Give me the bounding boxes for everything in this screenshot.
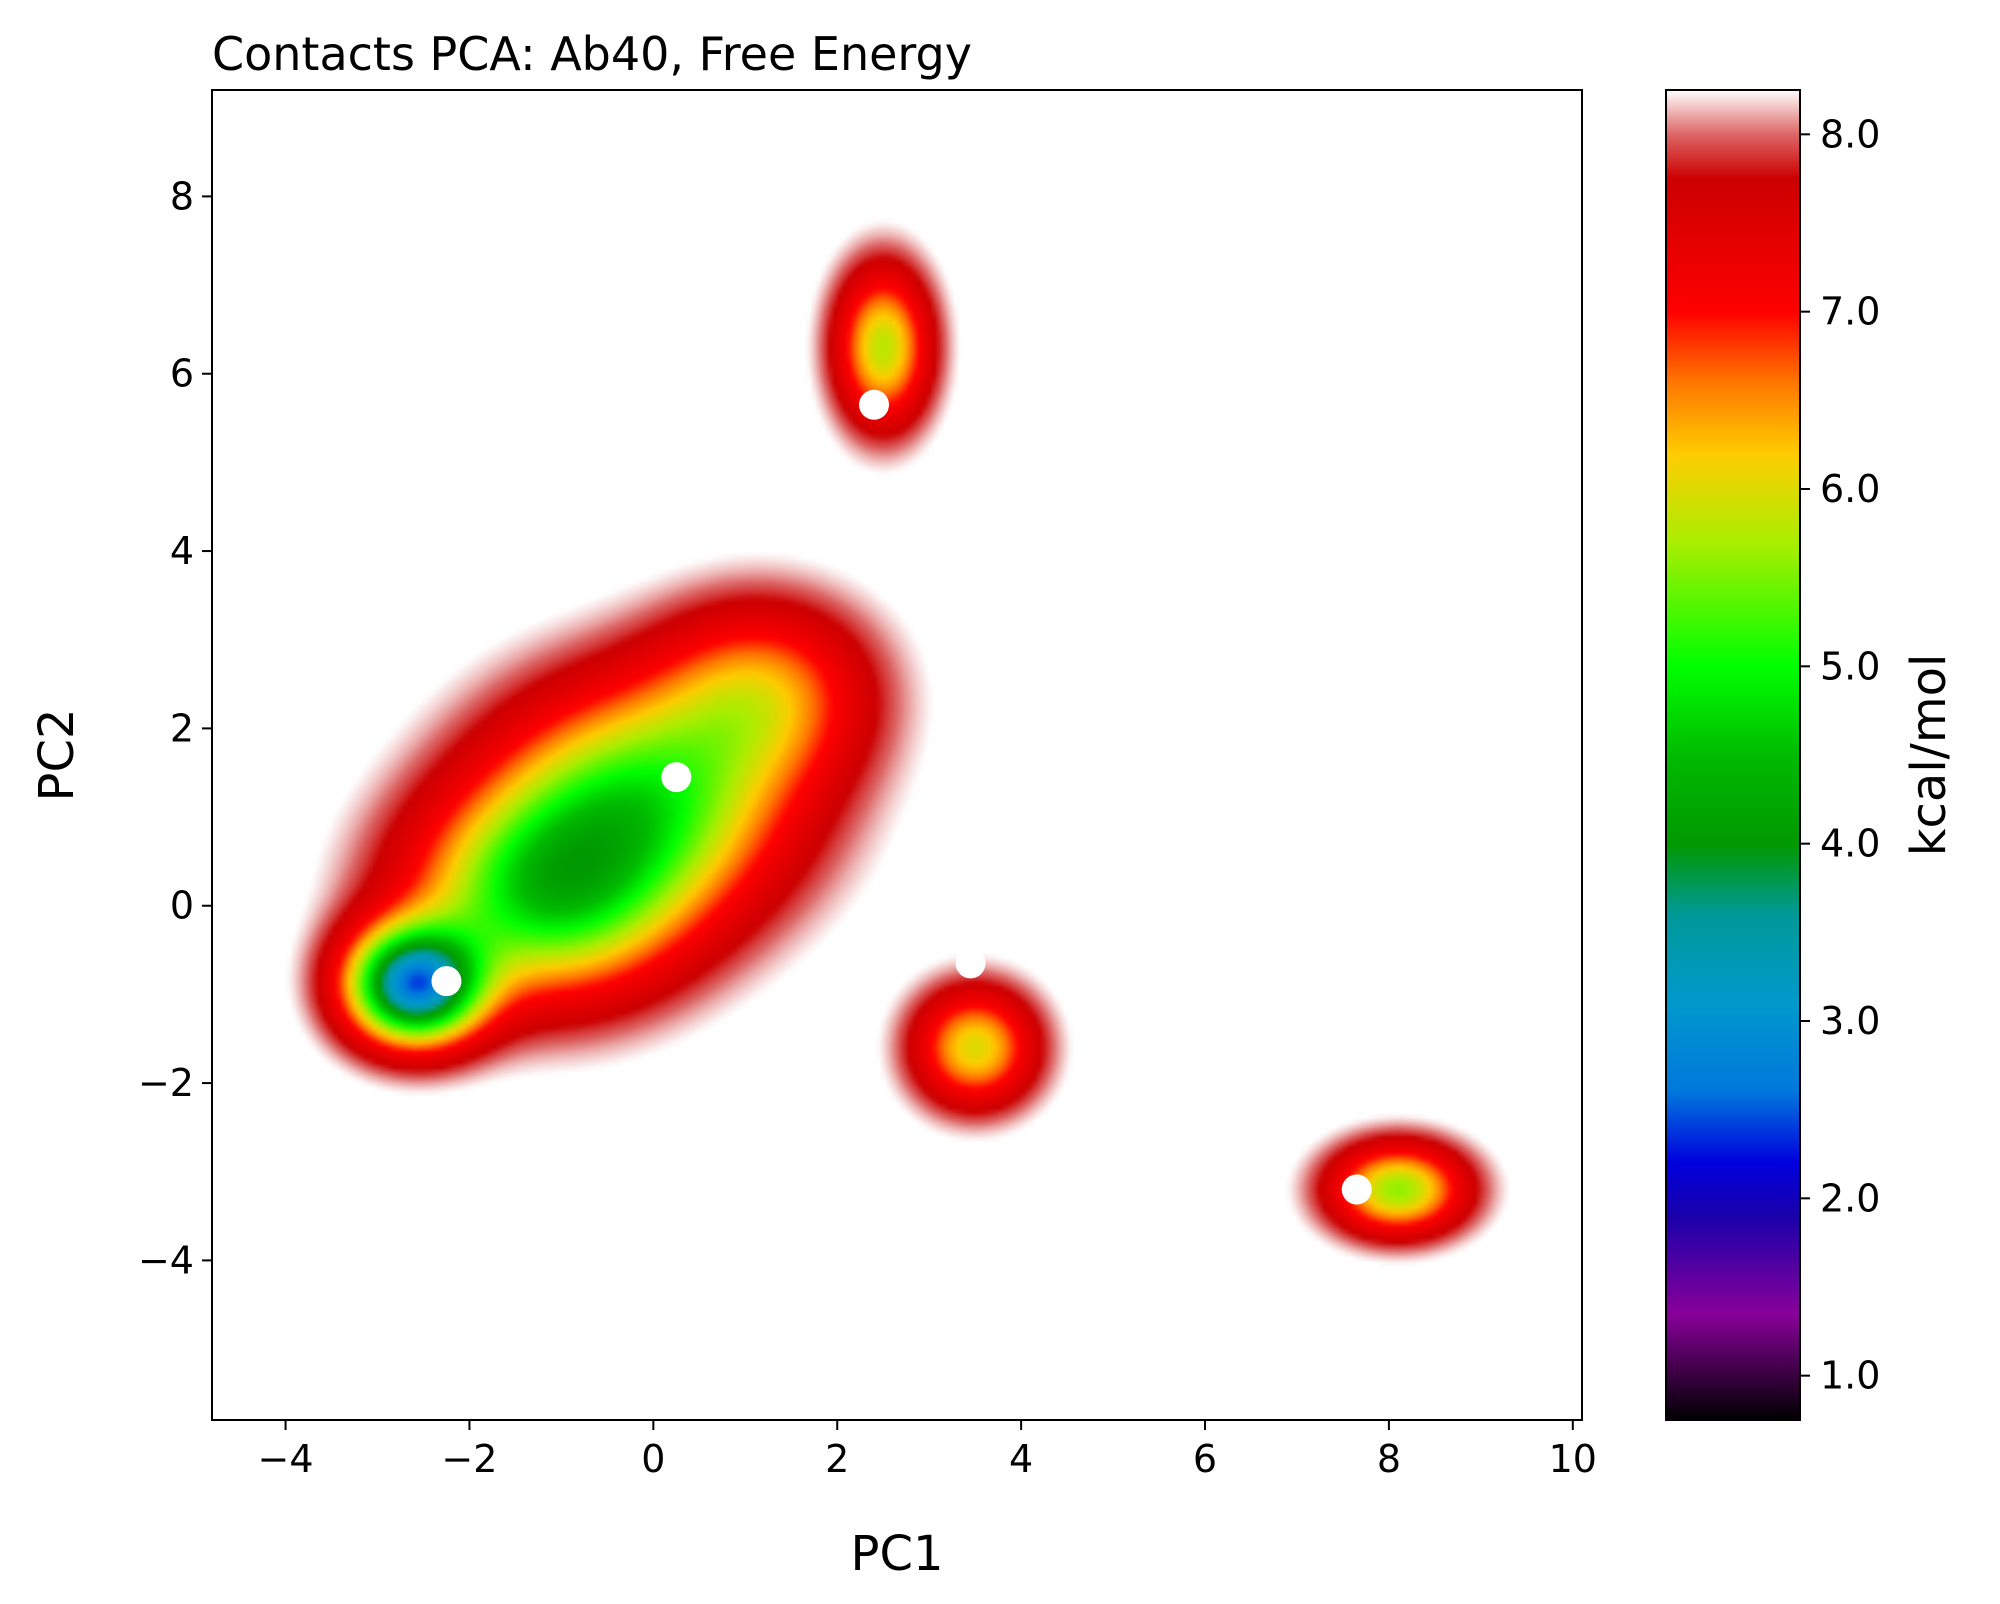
colorbar-gradient (1665, 89, 1801, 1421)
y-axis-label: PC2 (29, 709, 85, 802)
minimum-point (431, 966, 462, 997)
y-tick-label: 0 (170, 884, 194, 928)
y-tick-label: 2 (170, 706, 194, 750)
colorbar-tick-label: 2.0 (1820, 1176, 1880, 1220)
colorbar-tick-label: 7.0 (1820, 290, 1880, 334)
y-tick-label: 8 (170, 174, 194, 218)
minimum-point (859, 389, 890, 420)
chart-title: Contacts PCA: Ab40, Free Energy (212, 27, 972, 81)
y-tick-label: 6 (170, 352, 194, 396)
x-tick-label: 8 (1377, 1437, 1401, 1481)
colorbar-tick-label: 4.0 (1820, 822, 1880, 866)
colorbar-tick-label: 6.0 (1820, 467, 1880, 511)
colorbar-tick-label: 1.0 (1820, 1354, 1880, 1398)
minimum-point (661, 762, 692, 793)
colorbar-tick-label: 8.0 (1820, 112, 1880, 156)
x-axis: −4 −2 0 2 4 6 8 10 (258, 1420, 1597, 1481)
free-energy-heatmap (212, 90, 1582, 1420)
plot-frame (211, 89, 1583, 1421)
x-tick-label: 4 (1009, 1437, 1033, 1481)
x-tick-label: 10 (1549, 1437, 1597, 1481)
plot-area (211, 89, 1583, 1421)
colorbar-tick-label: 5.0 (1820, 644, 1880, 688)
minima-points (431, 389, 1372, 1205)
y-tick-label: −4 (138, 1238, 194, 1282)
y-tick-label: 4 (170, 529, 194, 573)
colorbar-label: kcal/mol (1901, 654, 1957, 857)
minimum-point (955, 948, 986, 979)
x-tick-label: 2 (825, 1437, 849, 1481)
colorbar-ticks: 1.0 2.0 3.0 4.0 5.0 6.0 7.0 8.0 (1800, 112, 1880, 1398)
x-tick-label: −4 (258, 1437, 314, 1481)
colorbar: 1.0 2.0 3.0 4.0 5.0 6.0 7.0 8.0 kcal/mol (1665, 89, 1957, 1421)
y-tick-label: −2 (138, 1061, 194, 1105)
x-tick-label: 0 (641, 1437, 665, 1481)
minimum-point (1341, 1174, 1372, 1205)
y-axis: −4 −2 0 2 4 6 8 (138, 174, 212, 1282)
x-tick-label: 6 (1193, 1437, 1217, 1481)
colorbar-tick-label: 3.0 (1820, 999, 1880, 1043)
x-tick-label: −2 (441, 1437, 497, 1481)
x-axis-label: PC1 (851, 1526, 944, 1582)
